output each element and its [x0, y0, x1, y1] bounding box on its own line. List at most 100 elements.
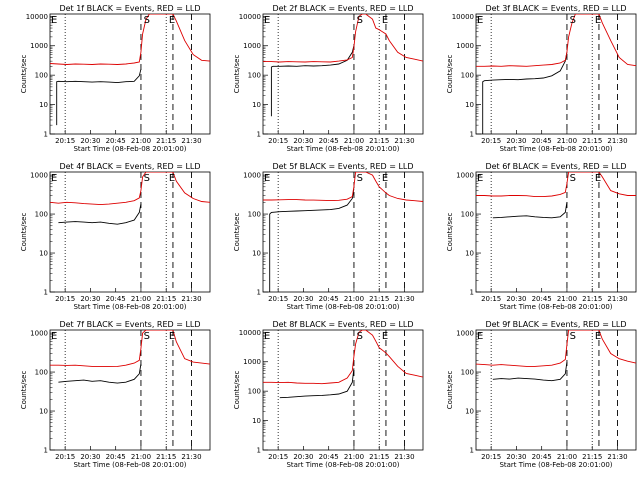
interval-marker-label: E	[264, 173, 270, 184]
x-tick-label: 20:15	[55, 453, 75, 461]
x-tick-label: 20:15	[55, 295, 75, 303]
x-tick-label: 21:00	[131, 453, 151, 461]
x-tick-label: 20:30	[80, 295, 100, 303]
y-axis-label: Counts/sec	[233, 371, 241, 410]
y-tick-label: 100	[35, 369, 48, 377]
x-axis-label: Start Time (08-Feb-08 20:01:00)	[73, 461, 186, 469]
y-axis-label: Counts/sec	[233, 213, 241, 252]
interval-marker-label: E	[264, 15, 270, 26]
series-lld-line	[263, 172, 423, 202]
x-tick-label: 21:30	[607, 295, 627, 303]
detector-panel-9: Det 9f BLACK = Events, RED = LLD 1 10 100 10…	[446, 320, 637, 469]
panel-title: Det 5f BLACK = Events, RED = LLD	[272, 162, 413, 171]
y-tick-label: 1	[44, 447, 48, 455]
x-axis-label: Start Time (08-Feb-08 20:01:00)	[286, 461, 399, 469]
interval-marker-label: E	[595, 173, 601, 184]
x-tick-label: 20:45	[106, 295, 126, 303]
plot-frame	[49, 329, 211, 451]
x-tick-label: 21:00	[344, 453, 364, 461]
x-tick-label: 20:45	[106, 137, 126, 145]
y-tick-label: 1000	[456, 42, 474, 50]
interval-marker-label: S	[144, 173, 150, 184]
x-tick-label: 20:15	[481, 295, 501, 303]
x-tick-label: 21:30	[181, 453, 201, 461]
x-tick-label: 20:45	[532, 453, 552, 461]
y-tick-label: 10	[252, 417, 261, 425]
y-tick-label: 100	[248, 388, 261, 396]
y-tick-label: 1000	[30, 330, 48, 338]
x-tick-label: 21:00	[344, 295, 364, 303]
interval-marker-label: S	[357, 173, 363, 184]
x-axis-label: Start Time (08-Feb-08 20:01:00)	[286, 303, 399, 311]
panel-title: Det 7f BLACK = Events, RED = LLD	[59, 320, 200, 329]
y-axis-label: Counts/sec	[20, 371, 28, 410]
y-axis-label: Counts/sec	[446, 213, 454, 252]
y-tick-label: 10000	[239, 13, 261, 21]
x-tick-label: 20:45	[106, 453, 126, 461]
y-tick-label: 100	[35, 211, 48, 219]
y-tick-label: 1000	[456, 330, 474, 338]
series-lld-line	[50, 172, 210, 206]
interval-marker-label: E	[382, 173, 388, 184]
interval-marker-label: S	[357, 15, 363, 26]
y-tick-label: 1000	[30, 172, 48, 180]
detector-panel-8: Det 8f BLACK = Events, RED = LLD 1 10 100 10…	[233, 320, 424, 469]
detector-panel-1: Det 1f BLACK = Events, RED = LLD 1 10 100 10…	[20, 4, 211, 153]
y-tick-label: 1	[257, 447, 261, 455]
y-tick-label: 1000	[456, 172, 474, 180]
y-tick-label: 10	[39, 101, 48, 109]
x-tick-label: 21:30	[394, 295, 414, 303]
x-tick-label: 20:30	[506, 453, 526, 461]
y-tick-label: 1	[257, 131, 261, 139]
x-tick-label: 20:30	[293, 453, 313, 461]
plot-frame	[475, 329, 637, 451]
y-tick-label: 1000	[243, 358, 261, 366]
interval-marker-label: E	[169, 331, 175, 342]
y-tick-label: 100	[461, 369, 474, 377]
x-tick-label: 20:15	[481, 453, 501, 461]
x-tick-label: 20:15	[268, 453, 288, 461]
x-tick-label: 20:15	[481, 137, 501, 145]
y-tick-label: 1	[257, 289, 261, 297]
panel-title: Det 9f BLACK = Events, RED = LLD	[485, 320, 626, 329]
detector-panel-2: Det 2f BLACK = Events, RED = LLD 1 10 100 10…	[233, 4, 424, 153]
y-tick-label: 100	[35, 72, 48, 80]
plot-frame	[262, 171, 424, 293]
interval-marker-label: E	[169, 15, 175, 26]
x-tick-label: 21:30	[607, 453, 627, 461]
x-tick-label: 20:15	[268, 295, 288, 303]
series-events-line	[58, 364, 142, 384]
y-tick-label: 10	[39, 250, 48, 258]
interval-marker-label: E	[169, 173, 175, 184]
plot-frame	[49, 13, 211, 135]
x-tick-label: 21:30	[181, 137, 201, 145]
x-tick-label: 21:00	[557, 137, 577, 145]
x-tick-label: 20:30	[293, 295, 313, 303]
interval-marker-label: E	[477, 15, 483, 26]
x-tick-label: 20:30	[80, 137, 100, 145]
y-tick-label: 100	[248, 211, 261, 219]
detector-panel-5: Det 5f BLACK = Events, RED = LLD 1 10 100 10…	[233, 162, 424, 311]
x-tick-label: 21:15	[369, 453, 389, 461]
y-tick-label: 100	[248, 72, 261, 80]
y-tick-label: 10	[465, 101, 474, 109]
y-tick-label: 1	[470, 447, 474, 455]
x-tick-label: 21:15	[156, 137, 176, 145]
y-tick-label: 10	[465, 250, 474, 258]
interval-marker-label: E	[477, 173, 483, 184]
x-tick-label: 21:15	[582, 295, 602, 303]
x-tick-label: 21:30	[181, 295, 201, 303]
panel-title: Det 2f BLACK = Events, RED = LLD	[272, 4, 413, 13]
interval-marker-label: E	[51, 173, 57, 184]
interval-marker-label: E	[382, 15, 388, 26]
series-events-line	[56, 69, 142, 126]
interval-marker-label: S	[570, 331, 576, 342]
y-tick-label: 100	[461, 72, 474, 80]
interval-marker-label: S	[144, 331, 150, 342]
interval-marker-label: E	[595, 331, 601, 342]
plot-frame	[262, 329, 424, 451]
interval-marker-label: S	[570, 173, 576, 184]
x-tick-label: 20:45	[532, 137, 552, 145]
interval-marker-label: S	[357, 331, 363, 342]
series-lld-line	[263, 14, 423, 63]
